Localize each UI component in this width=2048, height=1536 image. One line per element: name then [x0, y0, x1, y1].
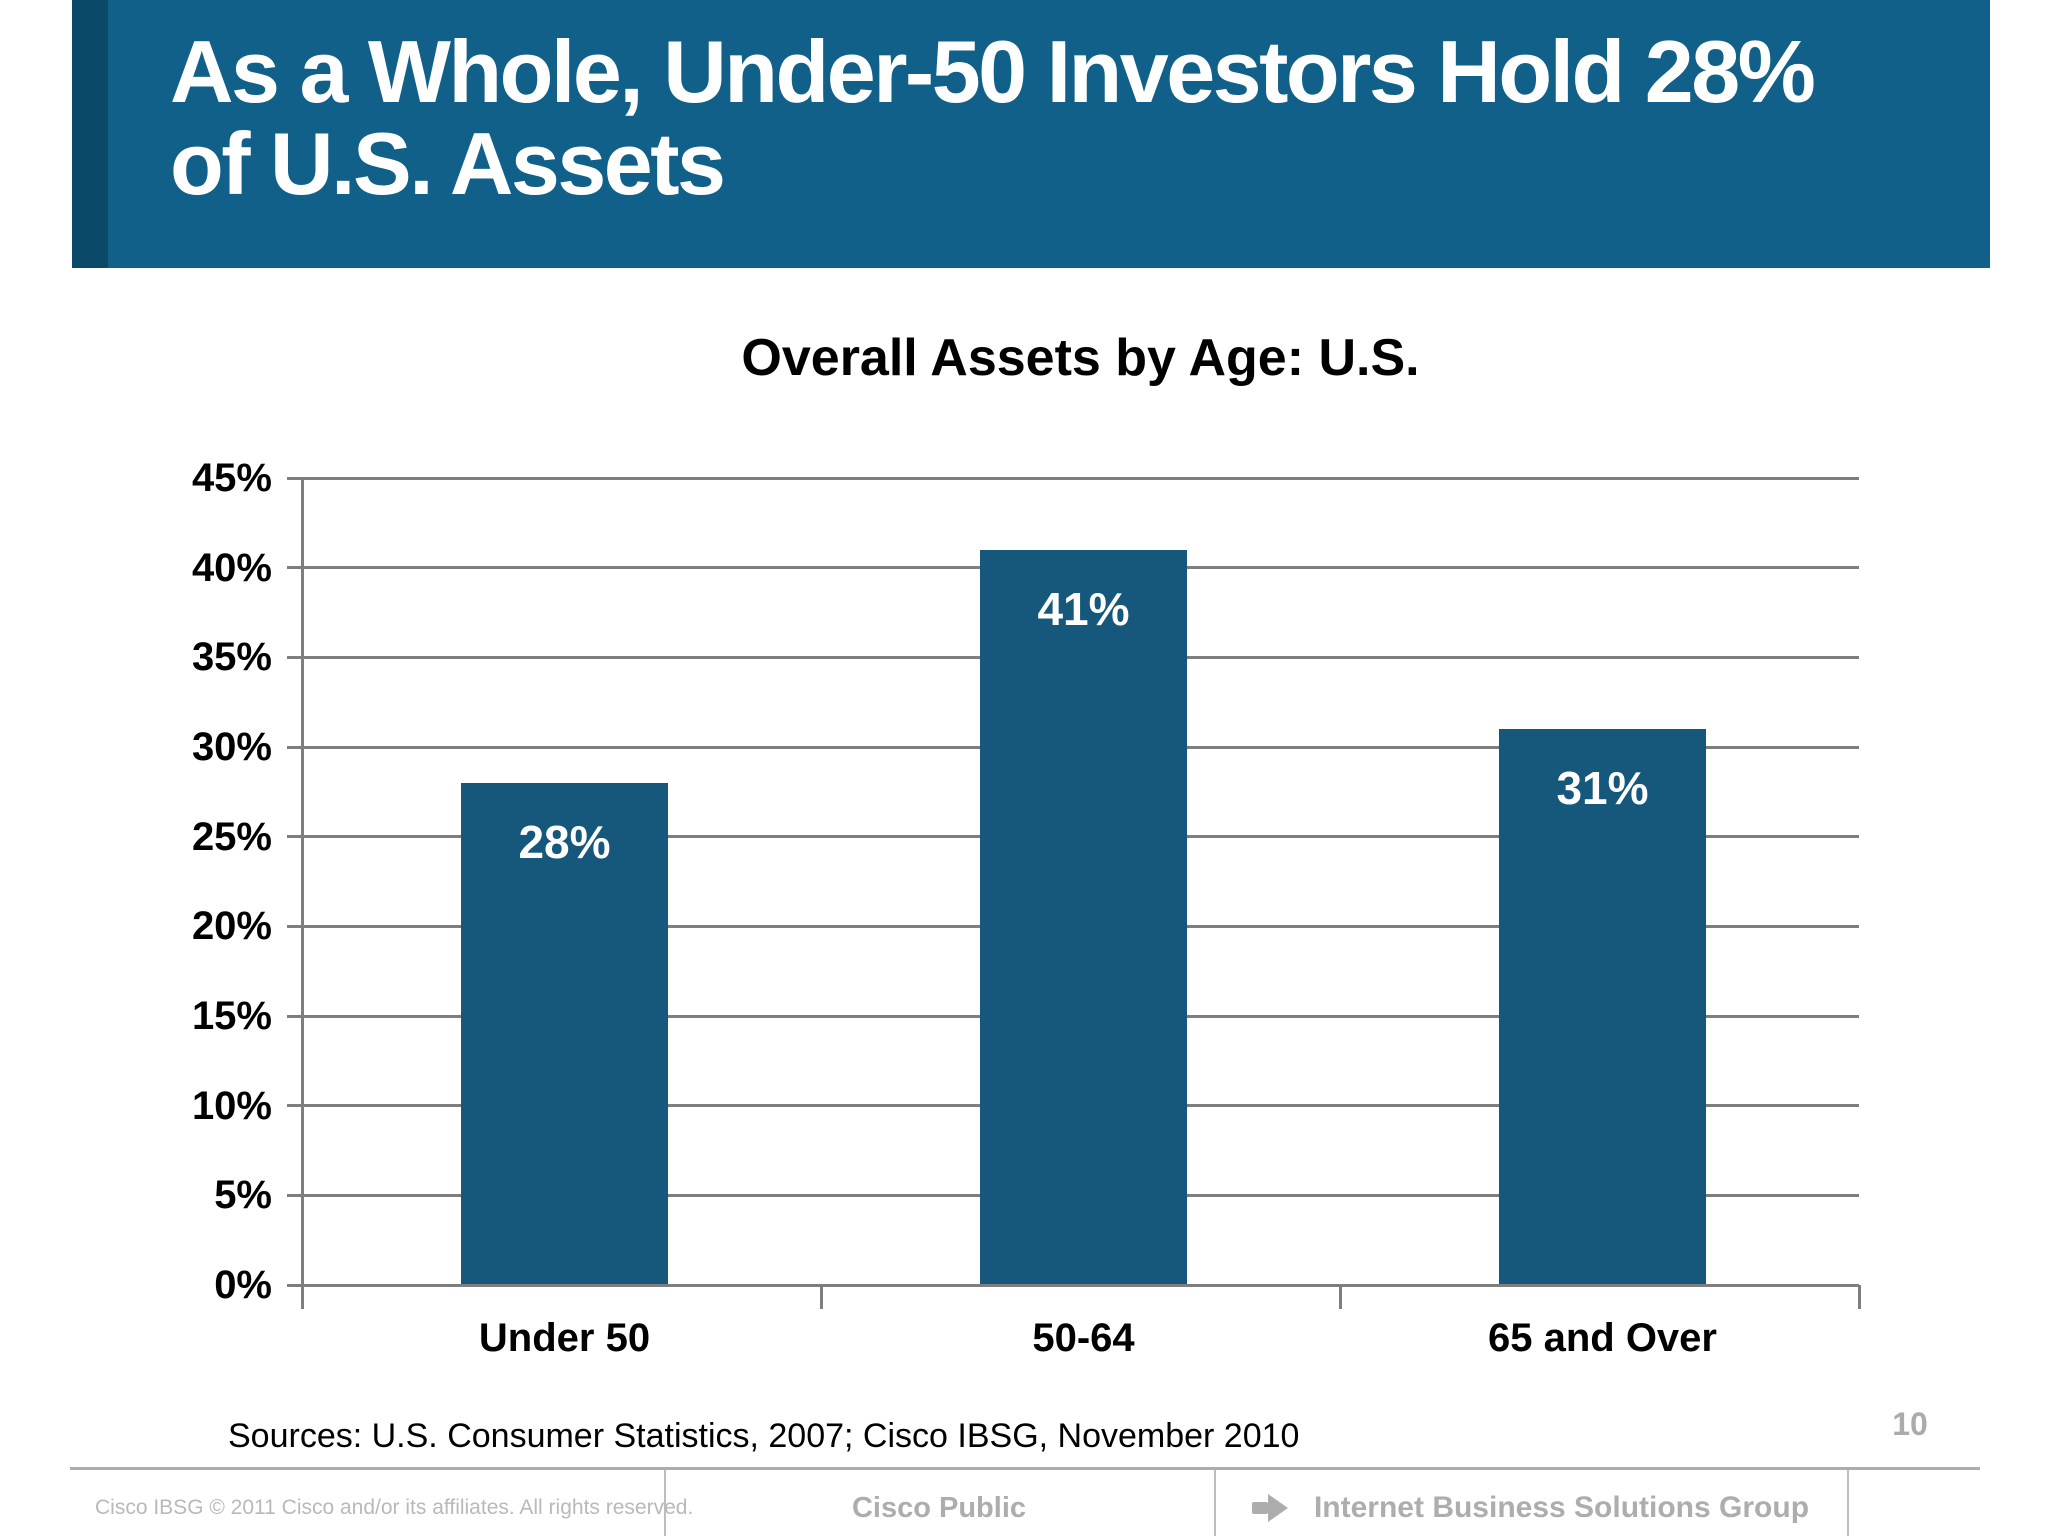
gridline-45%	[287, 476, 1859, 480]
y-axis-tick-label: 15%	[191, 994, 272, 1038]
banner-accent-stripe	[72, 0, 108, 268]
chart-title: Overall Assets by Age: U.S.	[741, 329, 1420, 387]
footer-group-label: Internet Business Solutions Group	[1313, 1491, 1810, 1524]
y-axis-tick-label: 30%	[191, 725, 272, 769]
footer-vertical-divider-3	[1847, 1470, 1849, 1536]
x-axis-tick	[819, 1285, 823, 1309]
bar-50-64	[980, 549, 1187, 1285]
y-axis-tick-label: 45%	[191, 456, 272, 500]
slide-title-line1: As a Whole, Under-50 Investors Hold 28%	[170, 22, 1816, 121]
y-axis-tick-label: 25%	[191, 814, 272, 859]
y-axis-tick-label: 10%	[191, 1083, 272, 1128]
y-axis-tick-label: 20%	[191, 904, 272, 949]
footer-vertical-divider-2	[1214, 1470, 1216, 1536]
x-axis-tick	[1338, 1285, 1342, 1309]
category-label-50-64: 50-64	[1032, 1316, 1135, 1360]
bar-value-label-under-50: 28%	[518, 815, 611, 868]
y-axis-tick-label: 5%	[214, 1173, 272, 1218]
right-arrow-icon	[1251, 1494, 1288, 1522]
page-number: 10	[1892, 1406, 1928, 1442]
bar-value-label-65-and-over: 31%	[1556, 762, 1649, 815]
x-axis-tick	[1857, 1285, 1861, 1309]
y-axis-line	[300, 478, 304, 1309]
slide-title-line2: of U.S. Assets	[170, 114, 726, 214]
footer-vertical-divider-1	[664, 1470, 666, 1536]
title-banner: As a Whole, Under-50 Investors Hold 28% …	[72, 0, 1990, 268]
y-axis-tick-label: 40%	[191, 545, 272, 590]
x-axis-tick	[300, 1285, 304, 1309]
category-label-65-and-over: 65 and Over	[1487, 1316, 1717, 1360]
sources-note: Sources: U.S. Consumer Statistics, 2007;…	[228, 1417, 1300, 1455]
bar-value-label-50-64: 41%	[1037, 582, 1130, 635]
category-label-under-50: Under 50	[478, 1316, 651, 1360]
y-axis-tick-label: 0%	[214, 1263, 272, 1307]
bar-65-and-over	[1499, 729, 1706, 1285]
slide-title: As a Whole, Under-50 Investors Hold 28% …	[170, 22, 1816, 214]
bar-under-50	[461, 782, 668, 1285]
footer-divider	[70, 1467, 1980, 1470]
footer-copyright: Cisco IBSG © 2011 Cisco and/or its affil…	[95, 1496, 694, 1519]
footer-group: Internet Business Solutions Group	[1214, 1486, 1847, 1530]
x-axis-line	[287, 1283, 1859, 1287]
footer-classification: Cisco Public	[851, 1492, 1027, 1524]
y-axis-tick-label: 35%	[191, 635, 272, 680]
